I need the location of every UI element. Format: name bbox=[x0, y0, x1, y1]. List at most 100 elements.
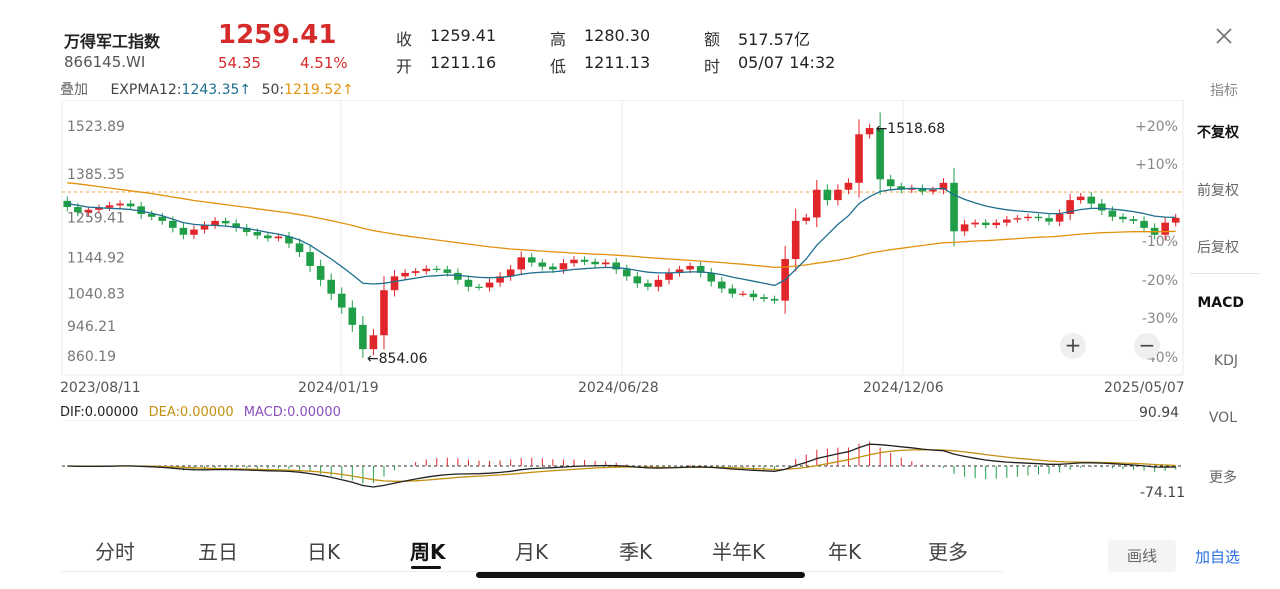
candle-body bbox=[834, 189, 842, 201]
tab-monthly-k[interactable]: 月K bbox=[515, 540, 549, 564]
high-label: 高 bbox=[550, 30, 567, 49]
candle-body bbox=[1024, 216, 1032, 219]
zoom-out-button[interactable]: − bbox=[1134, 333, 1160, 359]
candle-body bbox=[221, 220, 230, 224]
tab-quarterly-k[interactable]: 季K bbox=[619, 540, 653, 564]
candle-body bbox=[496, 276, 504, 283]
candle-body bbox=[316, 265, 325, 280]
candle-body bbox=[348, 307, 357, 325]
y-axis-label: 1385.35 bbox=[67, 167, 125, 183]
x-label: 2023/08/11 bbox=[60, 380, 141, 396]
candle-body bbox=[633, 276, 642, 284]
amount-value: 517.57亿 bbox=[738, 30, 810, 49]
candle-body bbox=[517, 257, 526, 270]
candle-body bbox=[739, 293, 747, 295]
candle-body bbox=[559, 263, 568, 270]
close-icon[interactable] bbox=[1212, 24, 1236, 48]
candle-body bbox=[337, 293, 346, 308]
candle-body bbox=[981, 222, 990, 226]
candle-body bbox=[686, 265, 694, 270]
zoom-in-button[interactable]: + bbox=[1060, 333, 1086, 359]
candle-body bbox=[211, 220, 219, 226]
candle-body bbox=[432, 268, 441, 270]
candle-body bbox=[137, 206, 145, 214]
candle-body bbox=[147, 213, 156, 217]
candle-body bbox=[1087, 196, 1096, 204]
candle-body bbox=[1171, 217, 1180, 223]
candlestick-chart[interactable]: 1523.89 1385.35 1259.41 1144.92 1040.83 946.2… bbox=[0, 100, 1190, 400]
tab-yearly-k[interactable]: 年K bbox=[828, 540, 862, 564]
candle-body bbox=[369, 335, 378, 350]
candle-body bbox=[116, 203, 124, 206]
tab-daily-k[interactable]: 日K bbox=[307, 540, 341, 564]
macd-legend: DIF:0.00000 DEA:0.00000 MACD:0.00000 bbox=[60, 405, 341, 420]
ema12-line bbox=[67, 187, 1176, 287]
side-item-vol[interactable]: VOL bbox=[1208, 410, 1237, 426]
x-label: 2025/05/07 bbox=[1104, 380, 1185, 396]
max-annotation: ←1518.68 bbox=[876, 121, 946, 137]
side-item-forward-adjust[interactable]: 前复权 bbox=[1197, 183, 1239, 199]
tab-weekly-k[interactable]: 周K bbox=[410, 540, 446, 564]
tab-halfyear-k[interactable]: 半年K bbox=[712, 540, 766, 564]
low-label: 低 bbox=[550, 57, 567, 76]
time-value: 05/07 14:32 bbox=[738, 53, 836, 72]
candle-body bbox=[84, 209, 93, 213]
tab-more[interactable]: 更多 bbox=[928, 540, 968, 564]
ema12-value: 1243.35↑ bbox=[181, 82, 252, 98]
draw-line-button[interactable]: 画线 bbox=[1108, 540, 1176, 572]
macd-chart[interactable] bbox=[0, 420, 1190, 505]
pct-axis-label: -30% bbox=[1142, 311, 1178, 327]
side-item-kdj[interactable]: KDJ bbox=[1213, 353, 1238, 369]
pct-axis-label: -10% bbox=[1142, 234, 1178, 250]
y-axis-label: 1259.41 bbox=[67, 211, 125, 227]
add-watchlist-button[interactable]: 加自选 bbox=[1195, 548, 1241, 566]
side-item-no-adjust[interactable]: 不复权 bbox=[1197, 125, 1239, 141]
candle-body bbox=[812, 189, 821, 218]
overlay-legend: 叠加 EXPMA12:1243.35↑ 50:1219.52↑ bbox=[60, 79, 354, 99]
close-label: 收 bbox=[396, 30, 413, 49]
candle-body bbox=[675, 269, 684, 273]
home-indicator bbox=[476, 572, 805, 578]
candle-body bbox=[823, 189, 832, 201]
candle-body bbox=[749, 293, 758, 298]
candle-body bbox=[1129, 219, 1138, 221]
macd-min-label: -74.11 bbox=[1140, 485, 1186, 501]
candle-body bbox=[506, 269, 515, 277]
tab-divider bbox=[60, 571, 1004, 572]
x-label: 2024/01/19 bbox=[298, 380, 379, 396]
y-axis-label: 860.19 bbox=[67, 349, 116, 365]
pct-axis-label: +10% bbox=[1135, 157, 1178, 173]
tab-five-day[interactable]: 五日 bbox=[198, 540, 238, 564]
overlay-label[interactable]: 叠加 bbox=[60, 82, 88, 98]
candle-body bbox=[274, 236, 283, 239]
candle-body bbox=[242, 227, 251, 233]
side-divider bbox=[1190, 273, 1260, 274]
candle-body bbox=[1013, 218, 1022, 220]
candle-body bbox=[327, 279, 335, 294]
side-item-more[interactable]: 更多 bbox=[1209, 470, 1237, 486]
macd-legend-value: MACD:0.00000 bbox=[243, 405, 341, 420]
candle-body bbox=[549, 266, 557, 270]
candle-body bbox=[760, 297, 768, 299]
candle-body bbox=[855, 134, 863, 183]
price-change-pct: 4.51% bbox=[300, 54, 348, 72]
candle-body bbox=[1108, 210, 1117, 217]
ema50-value: 1219.52↑ bbox=[284, 82, 354, 98]
indicator-title: 指标 bbox=[1210, 83, 1238, 99]
candle-body bbox=[306, 252, 314, 266]
min-annotation: ←854.06 bbox=[367, 351, 428, 367]
candle-body bbox=[1034, 216, 1043, 219]
candle-body bbox=[644, 283, 652, 287]
candle-body bbox=[1119, 216, 1127, 220]
tab-intraday[interactable]: 分时 bbox=[95, 540, 135, 564]
x-label: 2024/06/28 bbox=[578, 380, 659, 396]
pct-axis-label: -20% bbox=[1142, 273, 1178, 289]
candle-body bbox=[411, 271, 420, 273]
candle-body bbox=[169, 220, 177, 228]
candle-body bbox=[443, 269, 452, 273]
candle-body bbox=[126, 203, 135, 207]
side-item-backward-adjust[interactable]: 后复权 bbox=[1197, 240, 1239, 256]
candle-body bbox=[190, 229, 198, 235]
y-axis-label: 1040.83 bbox=[67, 286, 125, 302]
side-item-macd[interactable]: MACD bbox=[1197, 295, 1244, 311]
